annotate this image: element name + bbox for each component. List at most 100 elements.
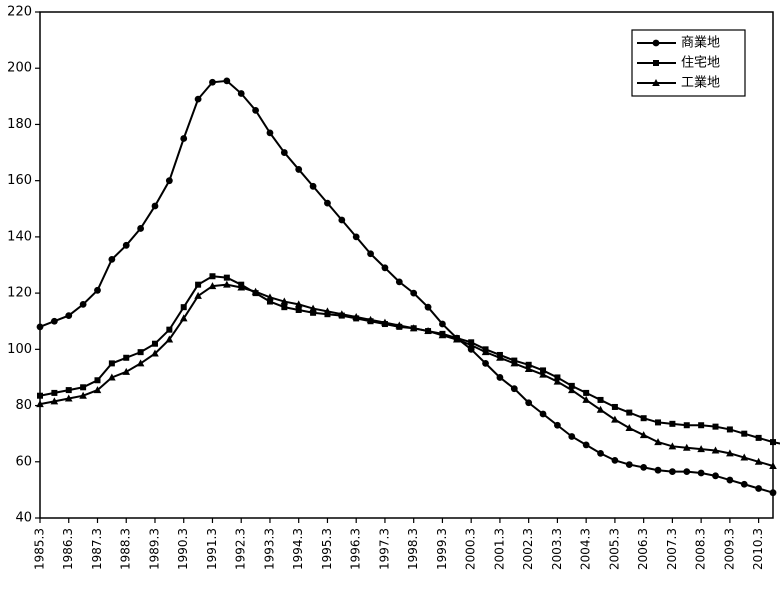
data-point: [740, 453, 749, 461]
data-point: [223, 280, 231, 288]
data-point: [769, 461, 777, 469]
data-point: [553, 377, 562, 385]
data-point: [165, 335, 174, 343]
data-point: [108, 373, 116, 381]
data-point: [755, 485, 763, 492]
y-tick-label: 220: [7, 5, 32, 20]
legend-entry: 住宅地: [637, 56, 720, 71]
data-point: [310, 309, 317, 316]
data-point: [582, 395, 590, 403]
legend-entry: 工業地: [637, 75, 720, 91]
x-tick-label: 1989.3: [147, 528, 161, 570]
x-tick-label: 2005.3: [607, 528, 621, 570]
series-industrial: [36, 280, 777, 469]
y-tick-label: 140: [7, 229, 32, 244]
data-point: [726, 476, 734, 484]
data-point: [640, 464, 648, 471]
data-point: [366, 315, 375, 323]
data-point: [625, 424, 634, 432]
data-point: [64, 394, 73, 402]
data-point: [653, 60, 659, 66]
x-tick-label: 2009.3: [722, 528, 736, 570]
data-point: [166, 326, 173, 333]
data-point: [438, 331, 447, 339]
data-point: [93, 386, 102, 394]
data-point: [539, 410, 547, 418]
data-point: [79, 391, 87, 399]
data-point: [481, 348, 490, 356]
data-point: [467, 341, 475, 349]
data-point: [640, 415, 647, 422]
x-tick-label: 1988.3: [119, 528, 133, 570]
data-point: [338, 310, 346, 318]
x-axis: 1985.3 1986.3 1987.3 1988.3 1989.3 1990.3 1991…: [33, 518, 765, 570]
data-point: [482, 359, 489, 367]
data-point: [323, 307, 332, 315]
data-point: [324, 199, 331, 207]
data-point: [94, 377, 101, 384]
data-point: [180, 135, 188, 142]
data-point: [180, 304, 187, 311]
data-point: [266, 129, 274, 137]
data-point: [295, 166, 303, 173]
data-point: [568, 433, 576, 440]
series-residential: [37, 273, 780, 446]
data-point: [712, 423, 719, 430]
data-point: [554, 374, 561, 381]
data-point: [309, 182, 317, 190]
data-point: [194, 291, 202, 299]
x-tick-label: 1985.3: [33, 528, 47, 570]
data-point: [424, 327, 432, 335]
x-tick-label: 2010.3: [751, 528, 765, 570]
data-point: [625, 461, 633, 468]
legend-label: 住宅地: [681, 56, 720, 71]
data-point: [37, 392, 43, 399]
y-tick-label: 180: [7, 117, 32, 132]
data-point: [209, 78, 216, 86]
x-tick-label: 2001.3: [492, 528, 506, 570]
data-point: [741, 430, 748, 437]
data-point: [711, 446, 720, 454]
data-point: [137, 349, 144, 356]
data-point: [712, 472, 719, 480]
data-point: [597, 449, 604, 457]
data-point: [554, 421, 561, 429]
data-point: [654, 438, 662, 446]
data-point: [525, 361, 532, 368]
plot-border: [39, 11, 774, 519]
series-layer: [36, 77, 780, 497]
data-point: [424, 303, 432, 311]
data-point: [525, 399, 533, 407]
data-point: [280, 149, 288, 156]
data-point: [367, 250, 374, 258]
data-point: [381, 318, 389, 326]
data-point: [669, 420, 676, 427]
x-tick-label: 1993.3: [262, 528, 276, 570]
data-point: [151, 340, 158, 347]
data-point: [582, 441, 590, 449]
data-point: [652, 79, 660, 86]
data-point: [65, 387, 72, 394]
x-tick-label: 1997.3: [377, 528, 391, 570]
data-point: [223, 274, 230, 281]
data-point: [122, 241, 130, 249]
data-point: [50, 317, 58, 325]
data-point: [251, 287, 260, 295]
data-point: [208, 282, 217, 290]
series-line: [39, 79, 774, 494]
data-point: [51, 389, 58, 396]
data-point: [652, 39, 660, 47]
data-point: [137, 225, 145, 232]
data-point: [108, 255, 116, 263]
data-point: [79, 300, 87, 308]
data-point: [65, 312, 73, 319]
y-tick-label: 60: [15, 454, 32, 469]
data-point: [410, 289, 418, 297]
data-point: [309, 304, 317, 312]
data-point: [726, 449, 734, 457]
data-point: [510, 359, 519, 367]
y-tick-label: 100: [7, 342, 32, 357]
data-point: [352, 233, 360, 241]
data-point: [266, 293, 274, 301]
data-point: [770, 439, 776, 446]
